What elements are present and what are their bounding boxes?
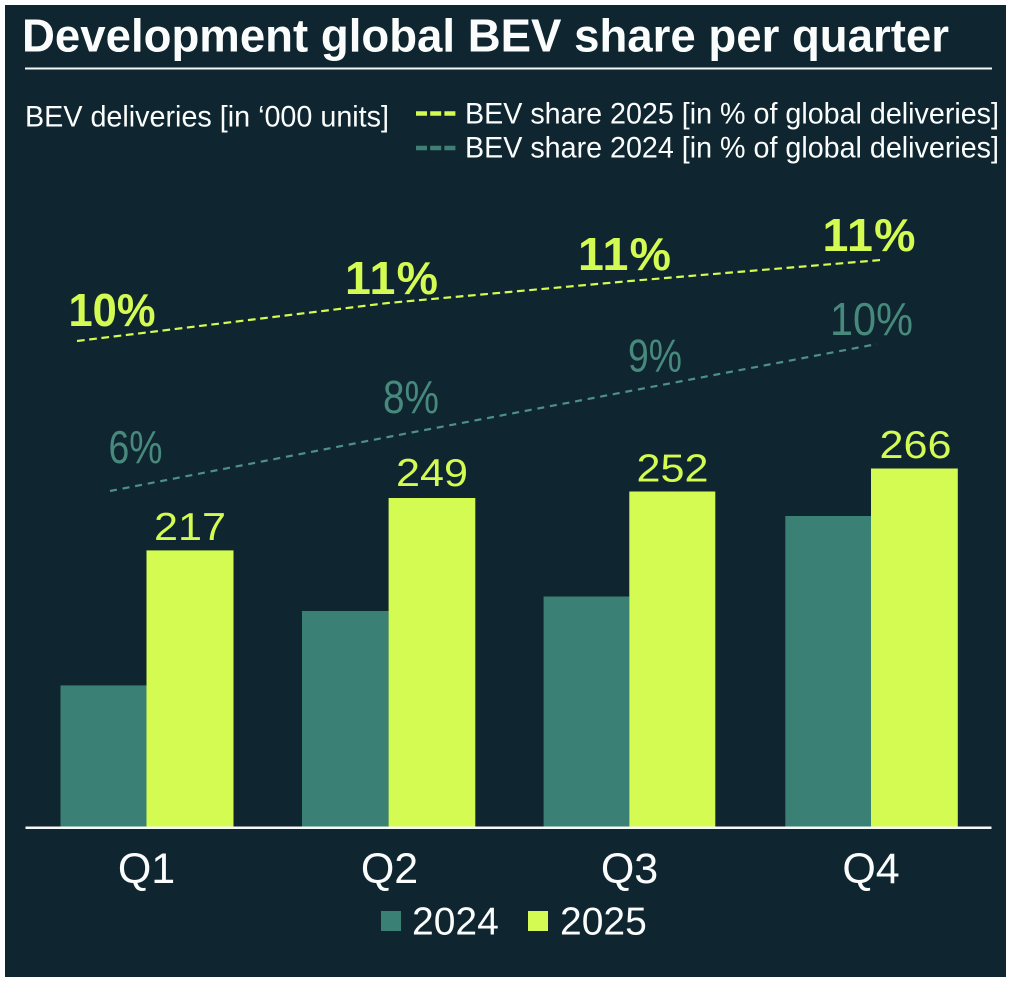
svg-text:Q4: Q4 bbox=[842, 845, 899, 893]
svg-text:11%: 11% bbox=[823, 209, 916, 261]
svg-text:249: 249 bbox=[396, 452, 468, 495]
svg-text:11%: 11% bbox=[345, 252, 438, 304]
svg-text:Q3: Q3 bbox=[601, 845, 658, 893]
svg-text:6%: 6% bbox=[109, 421, 163, 473]
svg-text:266: 266 bbox=[880, 424, 952, 467]
svg-text:10%: 10% bbox=[830, 293, 913, 345]
svg-text:BEV deliveries [in ‘000 units]: BEV deliveries [in ‘000 units] bbox=[25, 101, 389, 134]
svg-text:Development global BEV share p: Development global BEV share per quarter bbox=[22, 10, 949, 62]
svg-text:10%: 10% bbox=[69, 284, 156, 336]
svg-text:9%: 9% bbox=[628, 330, 682, 382]
svg-text:Q1: Q1 bbox=[118, 845, 175, 893]
svg-text:Q2: Q2 bbox=[361, 845, 418, 893]
svg-text:2024: 2024 bbox=[412, 901, 499, 944]
svg-text:11%: 11% bbox=[578, 228, 671, 280]
svg-text:217: 217 bbox=[154, 506, 226, 549]
svg-text:BEV share 2025 [in % of global: BEV share 2025 [in % of global deliverie… bbox=[465, 98, 999, 131]
svg-text:BEV share 2024 [in % of global: BEV share 2024 [in % of global deliverie… bbox=[465, 132, 999, 165]
svg-text:252: 252 bbox=[637, 448, 709, 491]
svg-text:2025: 2025 bbox=[560, 901, 647, 944]
svg-text:8%: 8% bbox=[383, 371, 439, 423]
